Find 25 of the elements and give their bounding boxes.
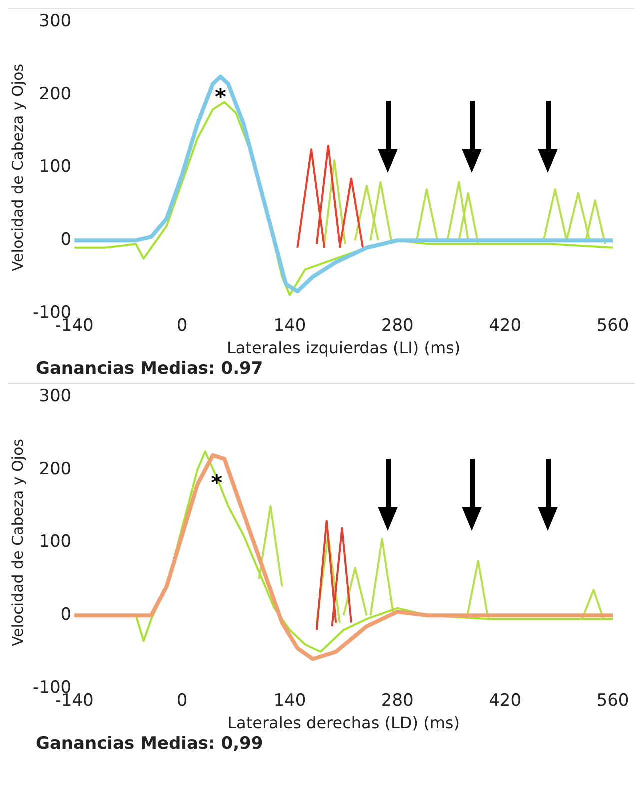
y-tick-label: 0 — [60, 605, 72, 626]
x-tick-label: 560 — [596, 316, 630, 336]
x-tick-label: 420 — [489, 316, 522, 336]
x-axis-title: Laterales derechas (LD) (ms) — [228, 714, 460, 733]
annotation: * — [214, 85, 227, 110]
y-tick-label: 300 — [39, 386, 72, 407]
x-tick-label: 560 — [596, 691, 630, 712]
x-tick-label: 0 — [176, 316, 188, 336]
x-tick-label: 280 — [381, 316, 414, 336]
x-tick-label: 140 — [274, 691, 306, 712]
y-axis-title: Velocidad de Cabeza y Ojos — [8, 64, 27, 272]
y-tick-label: 200 — [39, 459, 72, 480]
y-tick-label: 100 — [39, 157, 72, 178]
x-axis-title: Laterales izquierdas (LI) (ms) — [226, 338, 461, 358]
text: Ganancias Medias: 0.97 — [35, 359, 264, 381]
y-tick-label: 200 — [39, 84, 72, 104]
x-tick-label: 140 — [274, 316, 306, 336]
y-tick-label: 100 — [39, 532, 72, 552]
x-tick-label: 0 — [176, 691, 188, 712]
x-tick-label: 420 — [489, 691, 522, 712]
y-tick-label: 300 — [39, 12, 72, 32]
y-axis-title: Velocidad de Cabeza y Ojos — [8, 438, 27, 647]
x-tick-label: 280 — [381, 691, 414, 712]
y-tick-label: 0 — [60, 230, 72, 250]
text: Ganancias Medias: 0,99 — [35, 734, 264, 756]
